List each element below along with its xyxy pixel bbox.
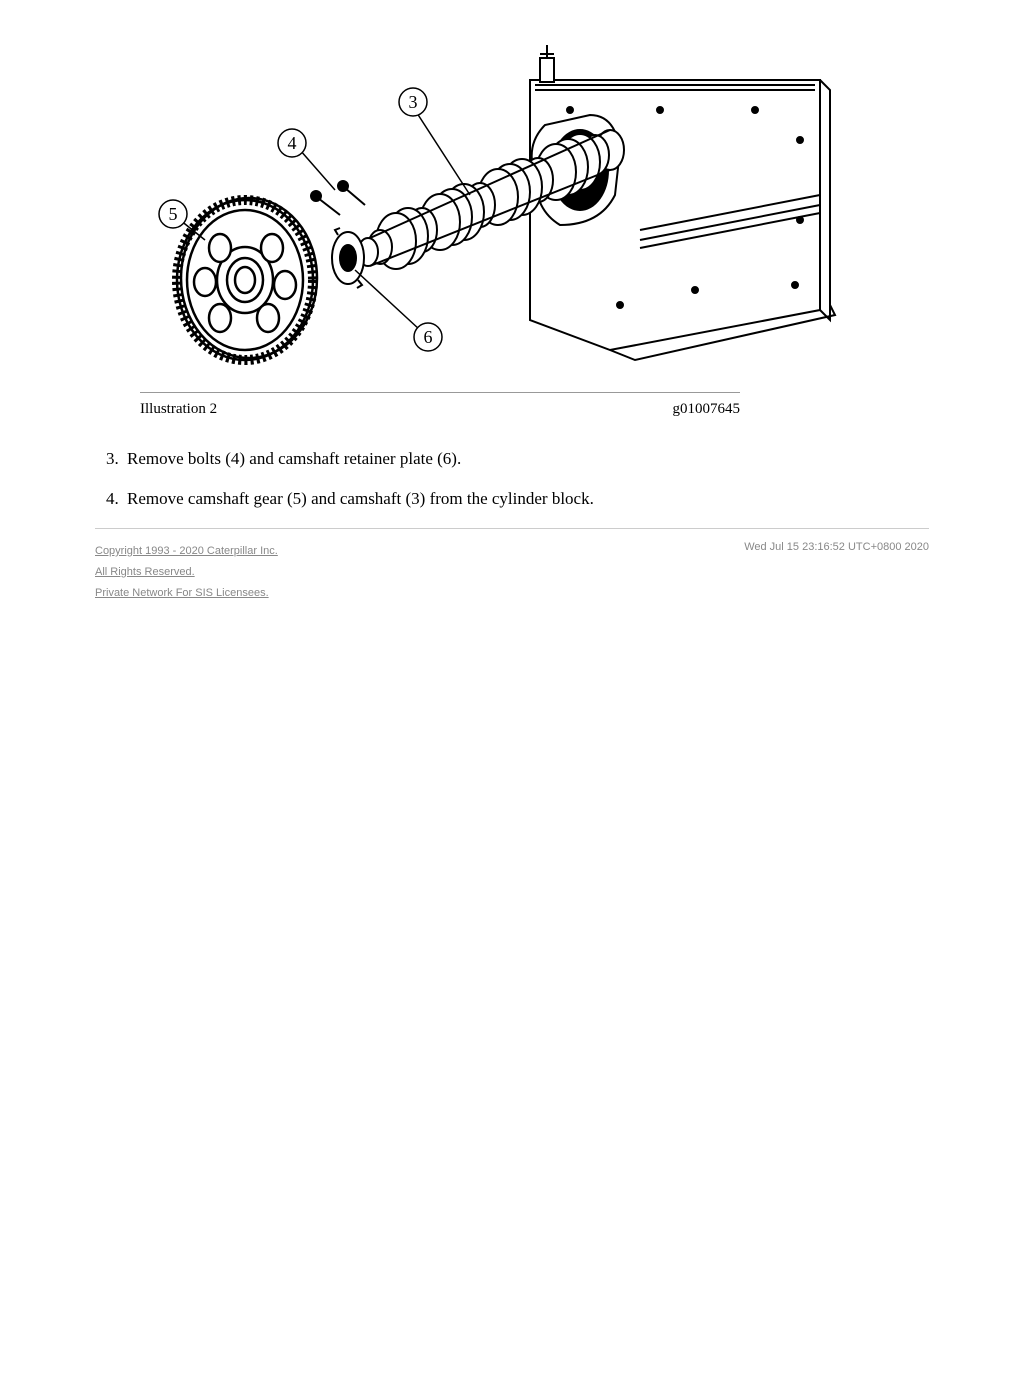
footer-left: Copyright 1993 - 2020 Caterpillar Inc. A… (95, 541, 278, 604)
callout-6-text: 6 (424, 327, 433, 347)
step-4: Remove camshaft gear (5) and camshaft (3… (123, 486, 929, 512)
illustration-block: 3 4 5 6 Illustration 2 g01007645 (140, 30, 929, 418)
step-3: Remove bolts (4) and camshaft retainer p… (123, 446, 929, 472)
callout-3-text: 3 (409, 92, 418, 112)
procedure-steps: Remove bolts (4) and camshaft retainer p… (95, 446, 929, 511)
page-footer: Copyright 1993 - 2020 Caterpillar Inc. A… (95, 541, 929, 604)
footer-timestamp: Wed Jul 15 23:16:52 UTC+0800 2020 (744, 541, 929, 604)
copyright-link[interactable]: Copyright 1993 - 2020 Caterpillar Inc. (95, 541, 278, 562)
camshaft-diagram: 3 4 5 6 (140, 30, 840, 380)
caption-divider (140, 392, 740, 393)
illustration-caption: Illustration 2 g01007645 (140, 401, 740, 418)
caption-right: g01007645 (673, 401, 741, 418)
callout-5-text: 5 (169, 204, 178, 224)
rights-link[interactable]: All Rights Reserved. (95, 562, 278, 583)
footer-divider (95, 528, 929, 529)
diagram-svg: 3 4 5 6 (140, 30, 840, 380)
network-link[interactable]: Private Network For SIS Licensees. (95, 583, 278, 604)
callout-4-text: 4 (288, 133, 297, 153)
caption-left: Illustration 2 (140, 401, 217, 418)
